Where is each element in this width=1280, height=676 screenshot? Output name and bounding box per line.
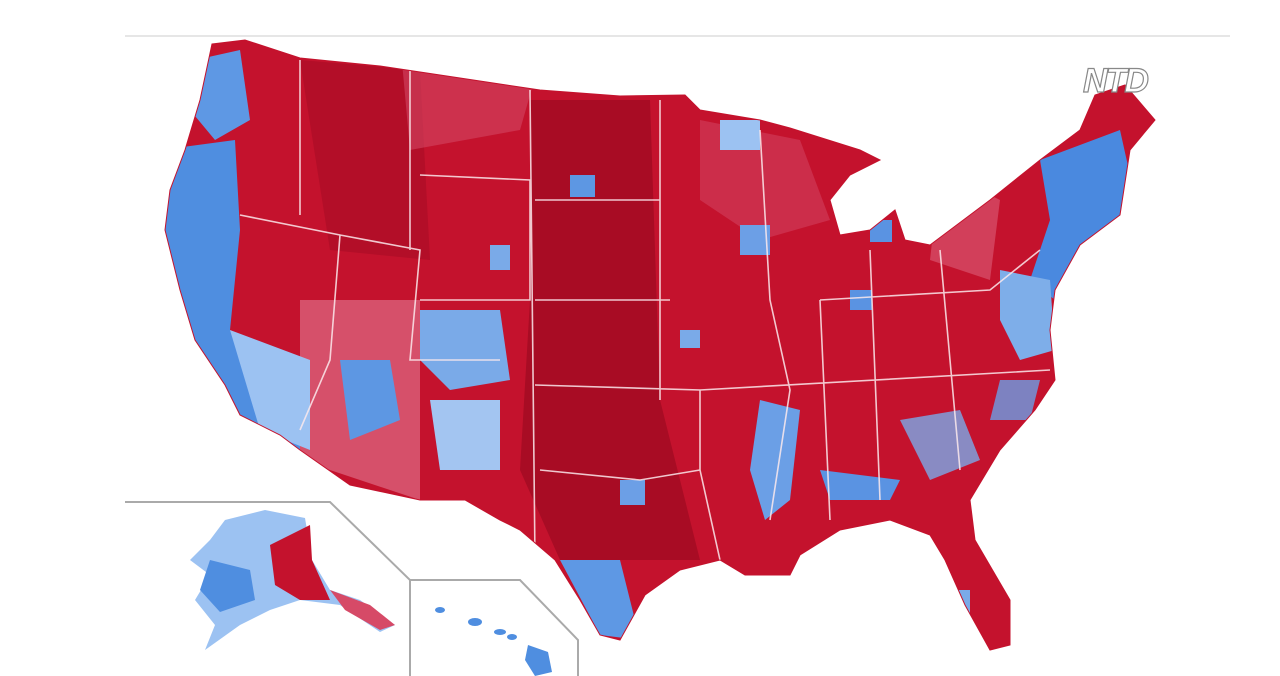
hawaii: [435, 607, 552, 676]
watermark: NTD: [1083, 62, 1148, 100]
hawaii-inset-border: [410, 579, 579, 676]
alaska: [190, 510, 395, 650]
alaska-inset-border: [125, 501, 411, 676]
